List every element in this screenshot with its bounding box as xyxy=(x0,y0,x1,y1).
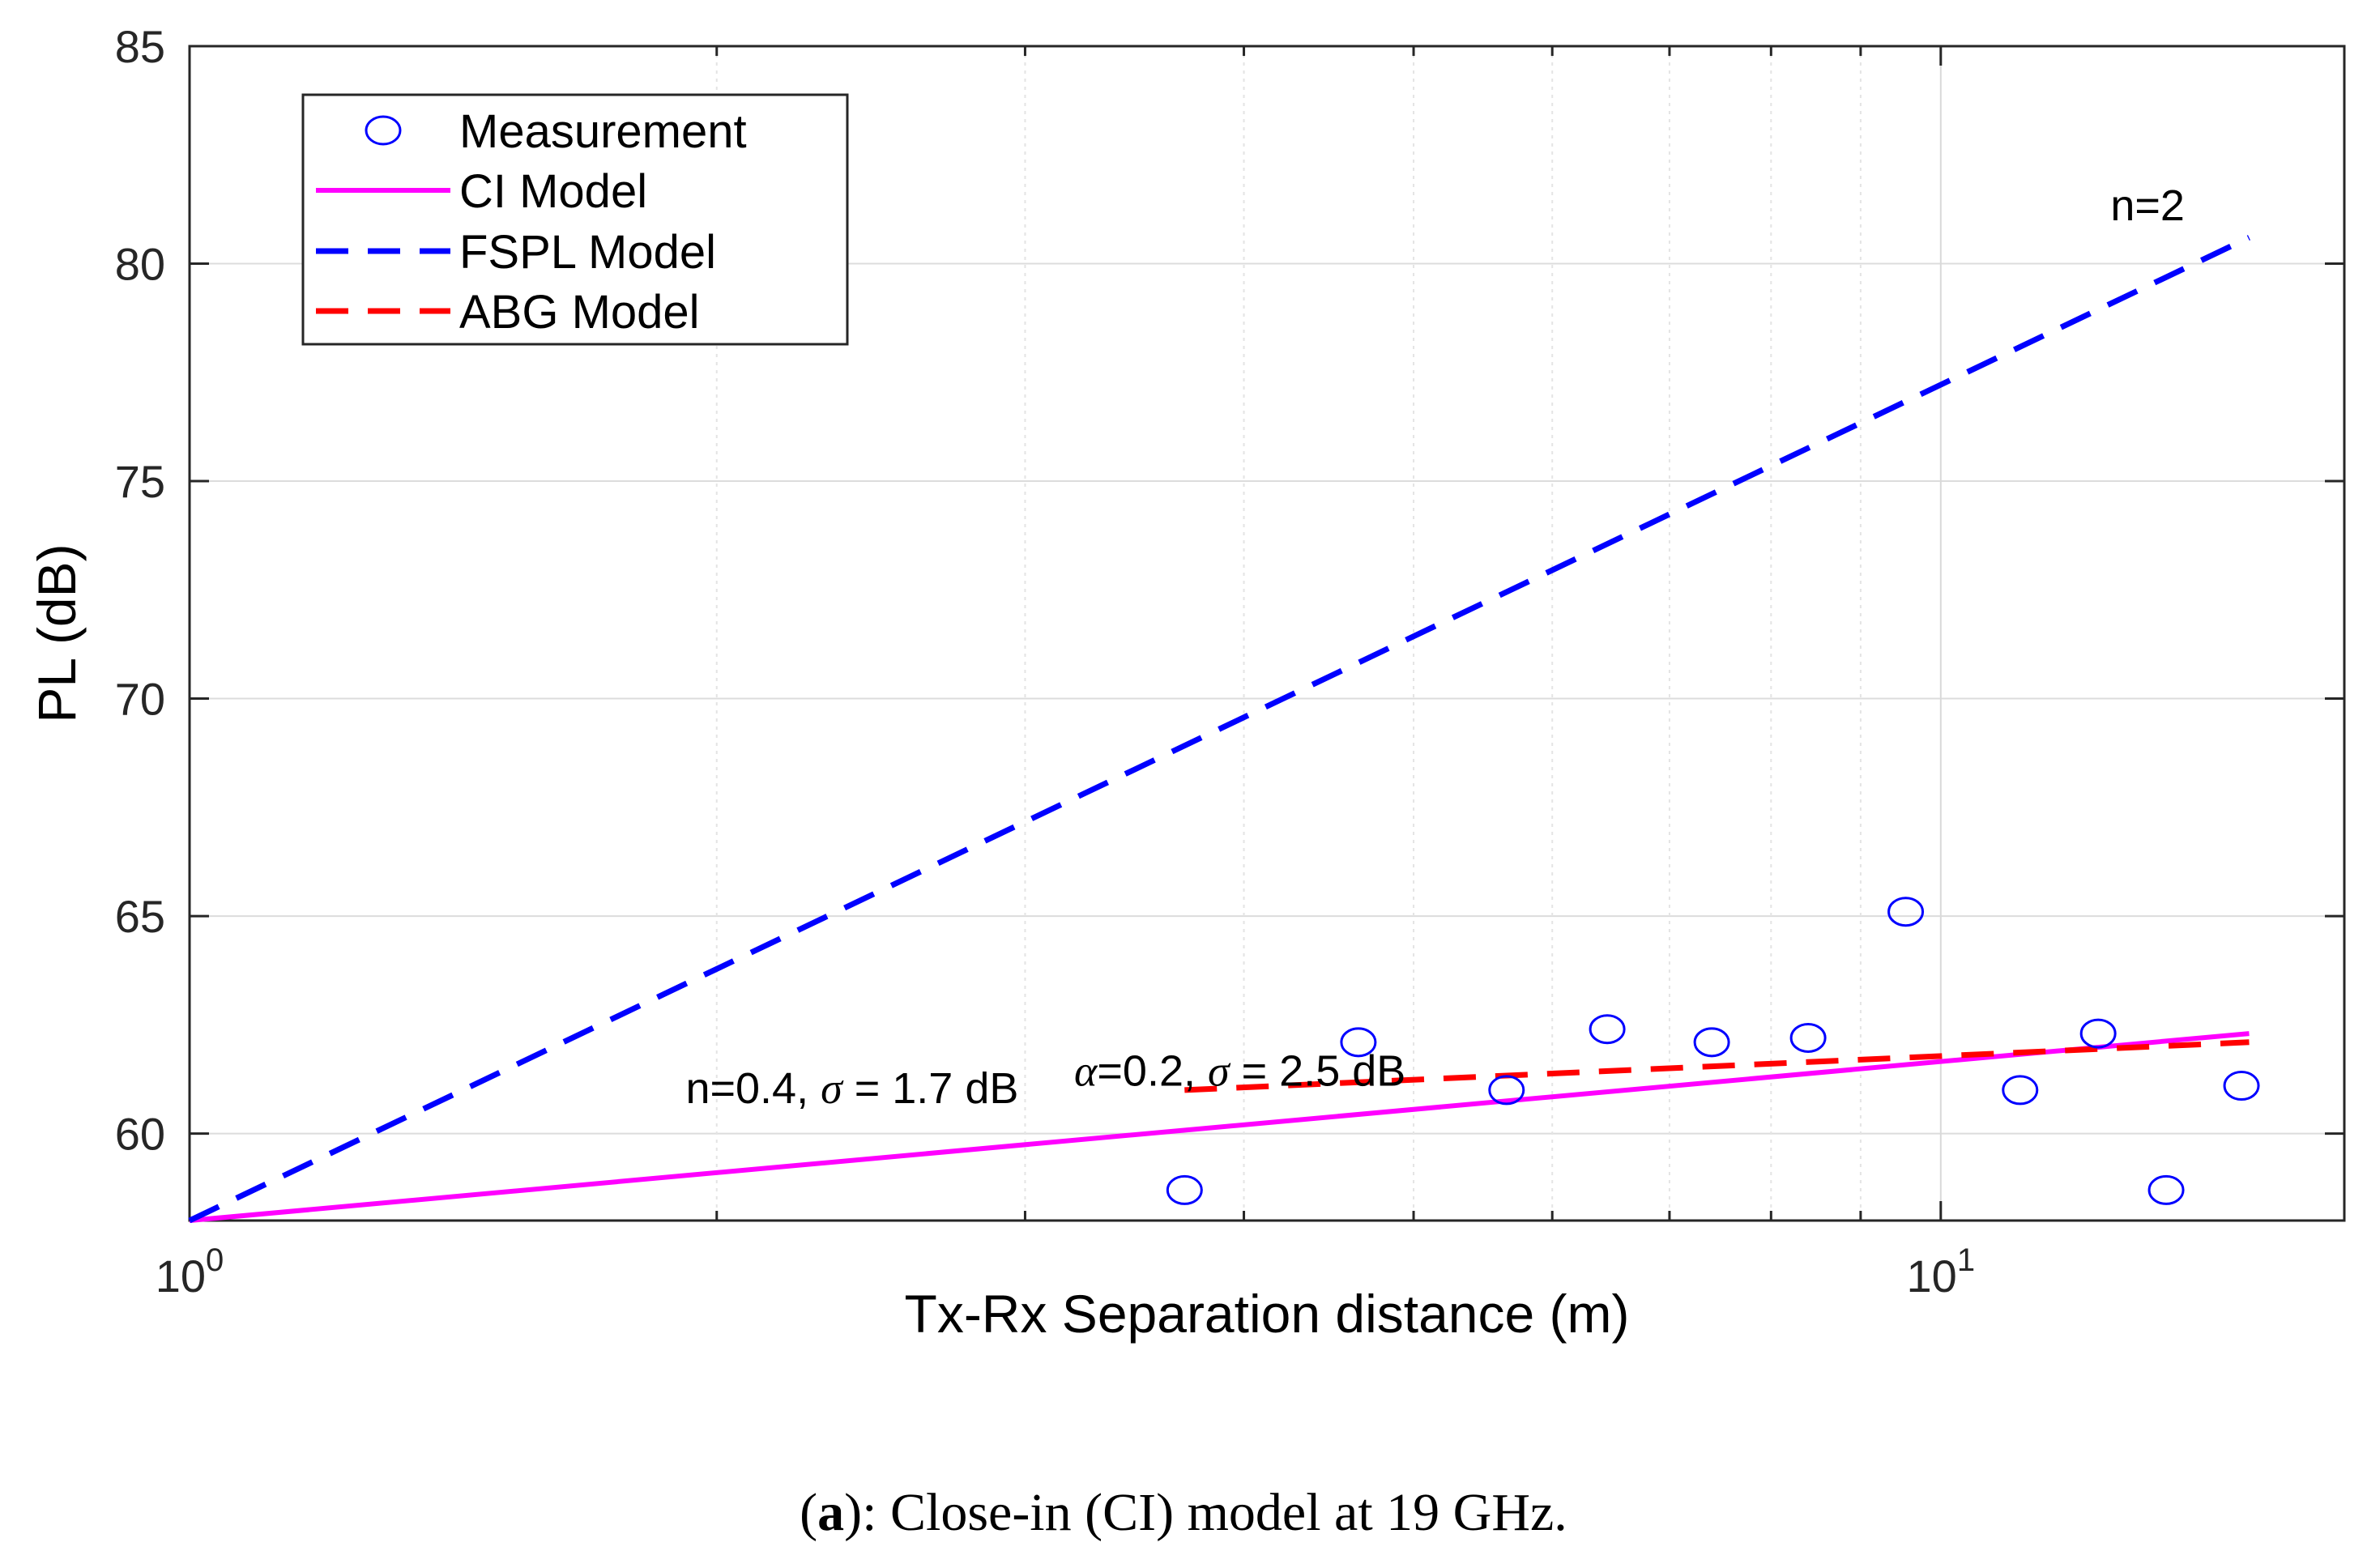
annotation-abg-alpha: α xyxy=(1074,1047,1098,1096)
annotation-abg-suffix: = 2.5 dB xyxy=(1230,1047,1406,1096)
annotation-abg-params: α=0.2, σ = 2.5 dB xyxy=(1074,1047,1405,1096)
measurement-point xyxy=(1693,1027,1730,1058)
y-tick-label: 60 xyxy=(115,1109,165,1160)
annotation-ci-suffix: = 1.7 dB xyxy=(842,1064,1019,1113)
abg-model-line xyxy=(1184,1039,2250,1093)
x-axis-label: Tx-Rx Separation distance (m) xyxy=(905,1284,1630,1344)
legend: Measurement CI Model FSPL Model ABG Mode… xyxy=(301,93,849,346)
measurement-point xyxy=(2079,1018,2117,1049)
legend-ci-label: CI Model xyxy=(459,165,647,218)
annotation-ci-prefix: n=0.4, xyxy=(685,1064,821,1113)
measurement-point xyxy=(1340,1027,1377,1058)
annotation-abg-prefix: =0.2, xyxy=(1097,1047,1208,1096)
x-tick-label-exponent: 0 xyxy=(206,1242,224,1278)
legend-measurement-label: Measurement xyxy=(459,105,747,158)
legend-abg-label: ABG Model xyxy=(459,286,700,339)
measurement-point xyxy=(2223,1071,2260,1101)
y-tick-label: 80 xyxy=(115,239,165,290)
y-tick-label: 85 xyxy=(115,21,165,72)
annotation-ci-params: n=0.4, σ = 1.7 dB xyxy=(685,1064,1018,1113)
series-group xyxy=(188,235,2260,1224)
x-tick-label: 100 xyxy=(156,1242,224,1302)
y-tick-label: 75 xyxy=(115,456,165,507)
y-tick-label: 70 xyxy=(115,674,165,725)
measurement-point xyxy=(1166,1174,1203,1205)
measurement-point xyxy=(1789,1022,1827,1053)
measurement-point xyxy=(2002,1075,2039,1106)
x-tick-label: 101 xyxy=(1907,1242,1976,1302)
y-tick-label: 65 xyxy=(115,891,165,942)
legend-box xyxy=(301,93,849,346)
x-tick-label-base: 10 xyxy=(1907,1251,1957,1302)
fspl-model-line xyxy=(188,235,2251,1224)
plot-area-frame xyxy=(188,45,2346,1222)
ci-model-line xyxy=(189,1031,2250,1223)
caption-text: : Close-in (CI) model at 19 GHz. xyxy=(862,1483,1567,1542)
measurement-point xyxy=(2147,1174,2185,1205)
x-tick-label-exponent: 1 xyxy=(1957,1242,1975,1278)
legend-measurement-marker xyxy=(365,115,402,146)
annotation-fspl-exponent: n=2 xyxy=(2110,181,2185,230)
measurement-point xyxy=(1589,1014,1626,1045)
measurement-point xyxy=(1488,1075,1525,1106)
measurement-point xyxy=(1887,897,1925,927)
caption-label: a xyxy=(817,1483,845,1542)
y-axis-label: PL (dB) xyxy=(27,543,87,722)
x-tick-label-base: 10 xyxy=(156,1251,206,1302)
annotation-ci-sigma: σ xyxy=(821,1064,844,1113)
legend-fspl-label: FSPL Model xyxy=(459,226,716,279)
figure-caption: (a): Close-in (CI) model at 19 GHz. xyxy=(800,1483,1567,1542)
annotation-abg-sigma: σ xyxy=(1208,1047,1231,1096)
